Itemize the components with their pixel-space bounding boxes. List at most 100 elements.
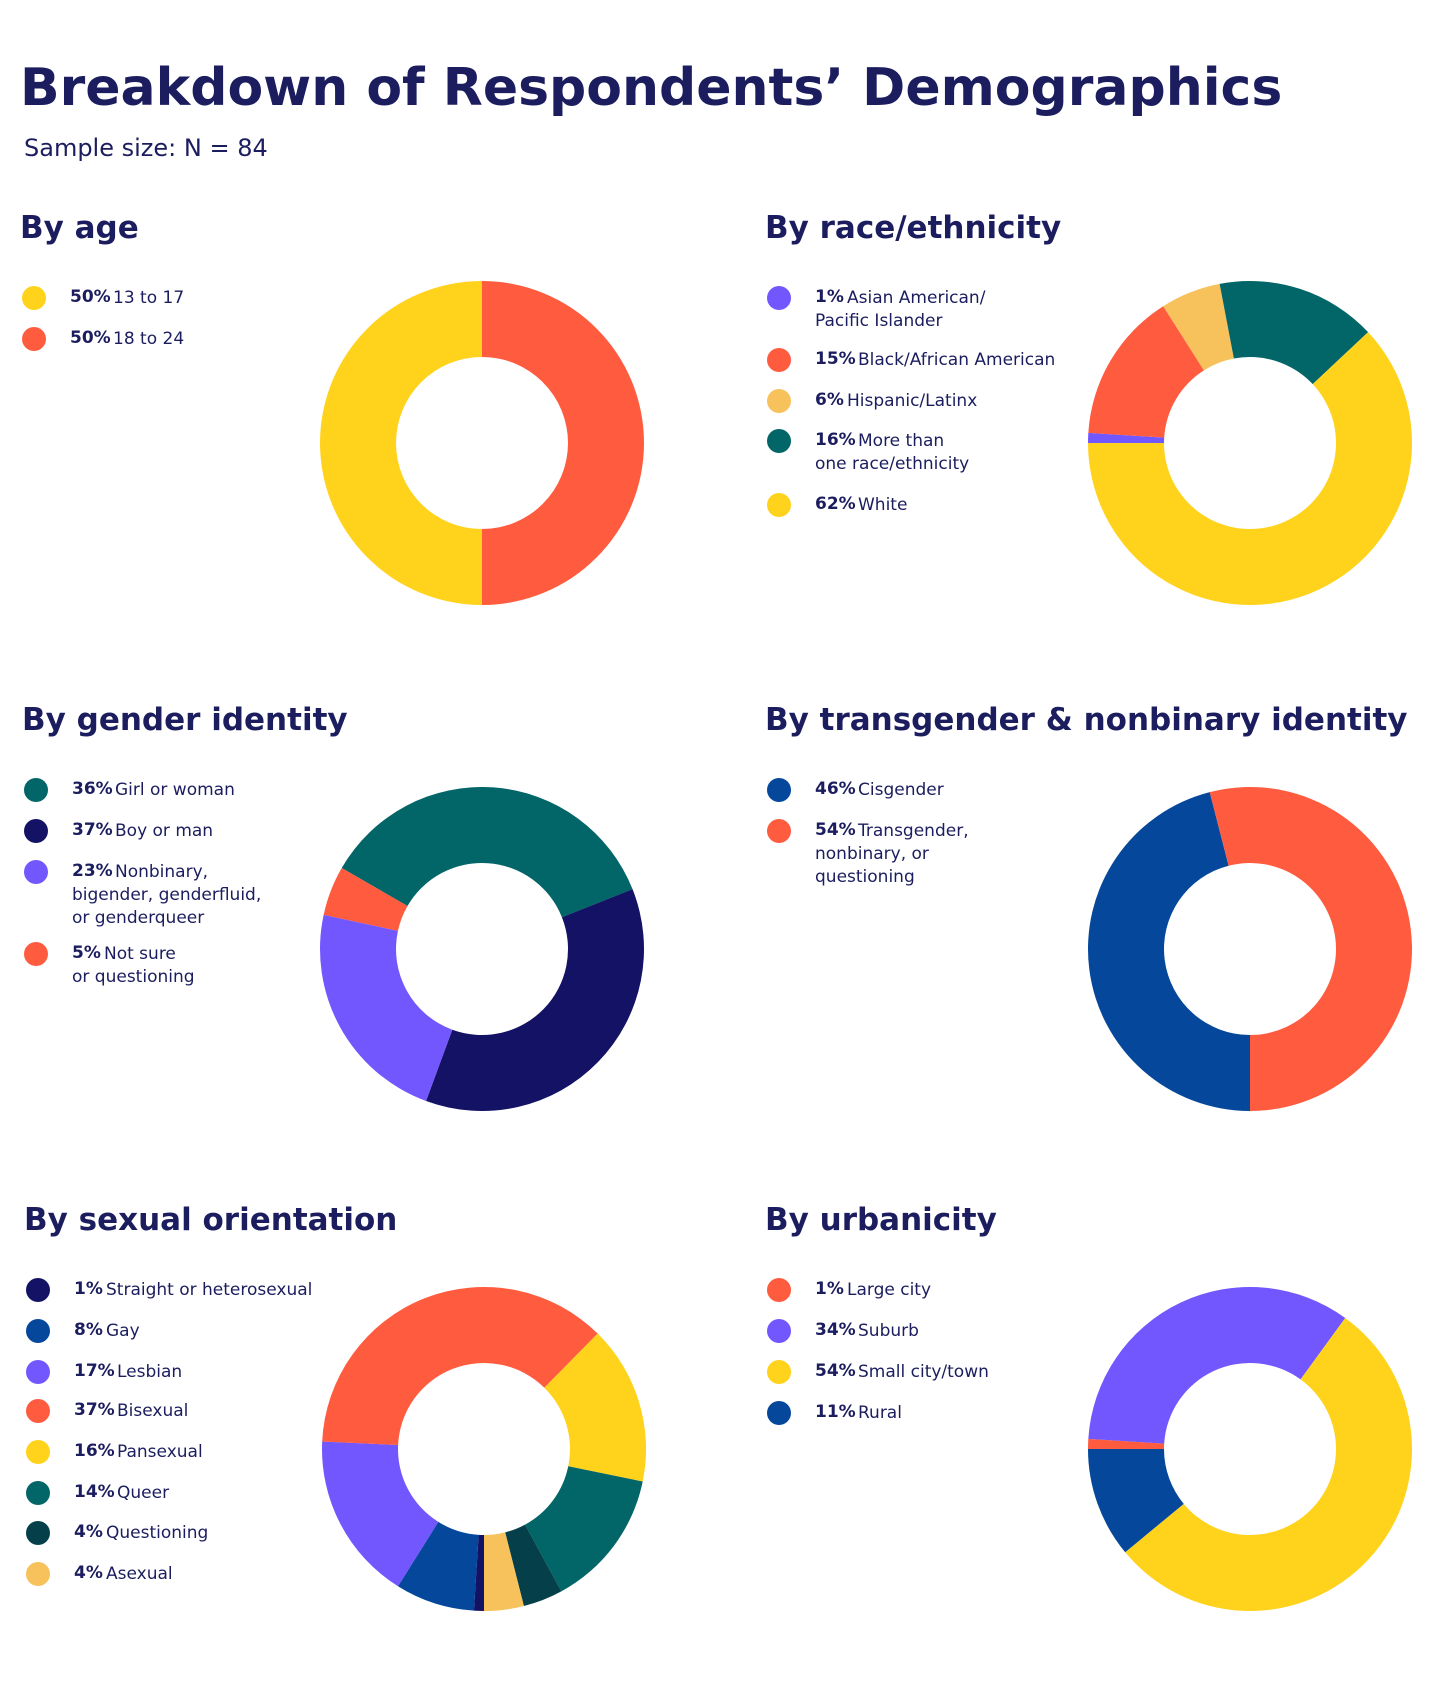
donut-slice-not-sure-or-questioning xyxy=(323,868,408,931)
donut-slice-queer xyxy=(525,1466,643,1592)
donut-slice-pansexual xyxy=(544,1333,646,1482)
donut-chart-by-gender-identity xyxy=(319,787,644,1111)
chart-panel-by-transgender-nonbinary-identity: By transgender & nonbinary identity Cisge… xyxy=(765,702,1440,1202)
legend-label: Transgender, nonbinary, or questioning xyxy=(815,821,969,887)
legend-label: Not sure or questioning xyxy=(72,944,195,987)
legend-swatch xyxy=(767,1319,791,1343)
chart-panel-by-age: By age 13 to 17 50% 18 to 24 50% xyxy=(20,210,740,710)
legend-percent: 4% xyxy=(74,1522,103,1542)
legend-swatch xyxy=(26,1278,50,1302)
legend-percent: 34% xyxy=(815,1320,856,1340)
legend-percent: 6% xyxy=(815,390,844,410)
donut-slice-boy-or-man xyxy=(426,889,644,1111)
legend-label: More than one race/ethnicity xyxy=(815,431,970,474)
legend-label: Questioning xyxy=(106,1523,209,1543)
legend-swatch xyxy=(22,286,46,310)
legend-label: 18 to 24 xyxy=(113,329,185,349)
chart-panel-by-urbanicity: By urbanicity Large city 1% Suburb 34% Small … xyxy=(765,1202,1440,1702)
donut-chart-by-transgender-nonbinary-identity xyxy=(1088,787,1412,1111)
legend-swatch xyxy=(24,778,48,802)
donut-slice-hispanic-latinx xyxy=(1163,283,1234,371)
chart-title: By transgender & nonbinary identity xyxy=(765,702,1408,738)
legend-label: Boy or man xyxy=(115,821,214,841)
legend-label: Large city xyxy=(847,1280,932,1300)
legend-swatch xyxy=(26,1521,50,1545)
donut-slice-black-african-american xyxy=(1088,306,1204,438)
legend-swatch xyxy=(767,778,791,802)
legend-swatch xyxy=(26,1562,50,1586)
legend-swatch xyxy=(767,286,791,310)
legend-label: Queer xyxy=(117,1483,170,1503)
donut-slice-lesbian xyxy=(322,1441,439,1587)
legend-label: Cisgender xyxy=(858,780,944,800)
legend-percent: 4% xyxy=(74,1563,103,1583)
legend-swatch xyxy=(26,1360,50,1384)
legend-label: Suburb xyxy=(858,1321,919,1341)
legend-label: Pansexual xyxy=(117,1442,203,1462)
donut-slice-more-than-one-race-ethnicity xyxy=(1219,281,1369,385)
legend-swatch xyxy=(767,389,791,413)
donut-slice-bisexual xyxy=(322,1287,598,1445)
legend-label: Straight or heterosexual xyxy=(106,1280,313,1300)
donut-slice-cisgender xyxy=(1088,792,1250,1111)
legend-label: Small city/town xyxy=(858,1362,989,1382)
legend-label: Nonbinary, bigender, genderfluid, or gen… xyxy=(72,862,262,928)
legend-percent: 37% xyxy=(74,1400,115,1420)
legend-label: Asian American/ Pacific Islander xyxy=(815,288,986,331)
legend-swatch xyxy=(26,1440,50,1464)
donut-chart-by-sexual-orientation xyxy=(322,1287,646,1611)
legend-swatch xyxy=(767,1360,791,1384)
legend-swatch xyxy=(767,1401,791,1425)
donut-slice-gay xyxy=(397,1521,479,1611)
donut-slice-girl-or-woman xyxy=(341,787,633,918)
legend-percent: 17% xyxy=(74,1361,115,1381)
donut-slice-white xyxy=(1088,332,1412,605)
legend-label: Girl or woman xyxy=(115,780,235,800)
chart-panel-by-gender-identity: By gender identity Girl or woman 36% Boy or… xyxy=(22,702,742,1202)
legend-swatch xyxy=(26,1319,50,1343)
page-title: Breakdown of Respondents’ Demographics xyxy=(20,58,1283,118)
legend-swatch xyxy=(24,819,48,843)
legend-percent: 16% xyxy=(815,430,856,450)
donut-slice-asexual xyxy=(484,1532,524,1611)
legend-swatch xyxy=(767,819,791,843)
donut-slice-18-to-24 xyxy=(482,281,644,605)
donut-slice-questioning xyxy=(505,1524,562,1607)
legend-label: Black/African American xyxy=(858,350,1056,370)
legend-label: Asexual xyxy=(106,1564,173,1584)
legend-label: Hispanic/Latinx xyxy=(847,391,978,411)
donut-chart-by-urbanicity xyxy=(1088,1287,1412,1611)
sample-size: Sample size: N = 84 xyxy=(24,134,268,162)
donut-slice-rural xyxy=(1088,1449,1184,1553)
legend-percent: 62% xyxy=(815,494,856,514)
legend-swatch xyxy=(767,493,791,517)
legend-percent: 11% xyxy=(815,1402,856,1422)
legend-label: 13 to 17 xyxy=(113,288,185,308)
legend-percent: 1% xyxy=(815,1279,844,1299)
legend-swatch xyxy=(767,429,791,453)
chart-title: By age xyxy=(20,210,139,246)
legend-swatch xyxy=(22,327,46,351)
legend-percent: 16% xyxy=(74,1441,115,1461)
legend-swatch xyxy=(24,942,48,966)
chart-title: By gender identity xyxy=(22,702,348,738)
legend-label: Rural xyxy=(858,1403,902,1423)
chart-title: By sexual orientation xyxy=(24,1202,398,1238)
chart-title: By race/ethnicity xyxy=(765,210,1062,246)
legend-percent: 15% xyxy=(815,349,856,369)
legend-percent: 37% xyxy=(72,820,113,840)
legend-label: Gay xyxy=(106,1321,140,1341)
legend-percent: 14% xyxy=(74,1482,115,1502)
chart-panel-by-sexual-orientation: By sexual orientation Straight or heteros… xyxy=(24,1202,744,1702)
donut-slice-straight-or-heterosexual xyxy=(473,1534,484,1611)
chart-panel-by-race-ethnicity: By race/ethnicity Asian American/ Pacific… xyxy=(765,210,1440,710)
legend-percent: 54% xyxy=(815,820,856,840)
legend-label: Bisexual xyxy=(117,1401,189,1421)
legend-swatch xyxy=(767,1278,791,1302)
chart-title: By urbanicity xyxy=(765,1202,997,1238)
legend-percent: 54% xyxy=(815,1361,856,1381)
legend-percent: 36% xyxy=(72,779,113,799)
donut-slice-13-to-17 xyxy=(320,281,482,605)
legend-percent: 50% xyxy=(70,287,111,307)
legend-percent: 5% xyxy=(72,943,101,963)
